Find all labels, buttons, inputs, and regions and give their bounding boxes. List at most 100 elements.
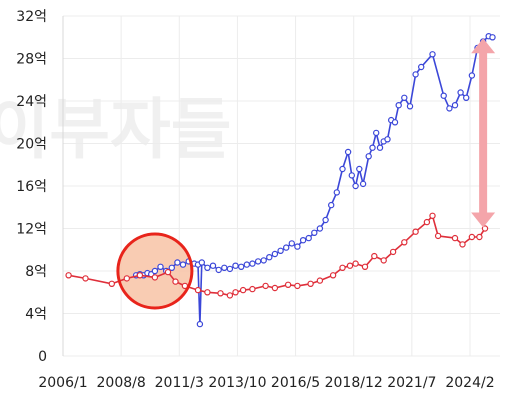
data-point [359,180,367,188]
data-point [82,275,89,282]
data-point [412,71,419,78]
data-point [204,289,211,296]
y-tick-label: 28억 [16,52,47,68]
data-point [217,290,224,297]
data-point [339,264,346,271]
data-point [151,267,159,275]
x-tick-label: 2011/3 [155,375,204,391]
y-tick-label: 20억 [16,137,47,153]
data-point [481,225,489,232]
x-tick-label: 2016/5 [271,375,320,391]
data-point [157,263,164,270]
data-point [348,172,355,179]
data-point [266,254,273,261]
data-point [346,262,354,269]
data-point [468,72,476,79]
data-point [239,286,247,294]
data-point [328,201,335,209]
data-point [204,264,211,271]
data-point [262,282,269,290]
data-point [380,257,387,264]
gap-arrow-head-bottom [471,212,496,228]
y-tick-label: 32억 [16,9,47,25]
data-point [305,234,312,242]
data-point [168,264,175,271]
series-line [68,215,486,297]
data-point [395,101,402,109]
data-point [294,243,301,250]
data-point [271,284,279,292]
data-point [333,189,340,196]
data-point [352,260,359,267]
data-point [164,268,172,276]
data-point [226,292,234,299]
data-point [344,148,352,156]
data-point [174,259,181,266]
data-point [371,252,378,260]
data-point [232,289,239,296]
data-point [365,153,372,160]
data-point [65,272,72,279]
data-point [440,92,447,99]
data-point [194,286,202,294]
data-point [406,103,414,110]
data-point [215,266,222,274]
x-tick-label: 2018/12 [325,375,383,391]
data-point [463,94,470,102]
data-point [172,278,179,285]
data-point [260,257,267,264]
data-point [237,263,245,270]
data-point [423,218,431,226]
data-point [339,165,346,173]
data-point [384,136,391,143]
annotation-front [116,38,496,310]
watermark: 이부자들 [0,91,231,168]
data-point [352,182,359,190]
y-tick-label: 24억 [16,94,47,110]
data-point [294,282,301,290]
data-point [311,229,318,236]
data-point [249,285,256,293]
data-point [459,241,466,248]
x-tick-label: 2006/1 [38,375,87,391]
data-point [391,119,399,126]
data-point [151,274,159,281]
data-point [243,261,250,268]
data-point [356,165,363,173]
data-point [389,248,397,256]
data-point [429,212,436,219]
grid [62,15,500,357]
x-axis: 2006/1 2008/8 2011/3 2013/10 2016/5 2018/12 20… [38,375,494,391]
data-point [376,144,384,151]
data-point [329,272,337,279]
data-point [401,239,408,246]
data-point [209,262,217,269]
y-tick-label: 0 [38,349,47,365]
series-2 [65,212,489,299]
data-point [412,228,419,235]
data-point [226,265,234,273]
data-point [451,234,459,242]
data-point [476,233,483,241]
gap-arrow-head-top [471,38,496,54]
data-point [123,275,131,282]
data-point [322,216,329,224]
data-point [179,261,187,268]
data-point [271,250,279,258]
data-point [468,233,476,241]
data-point [299,236,307,244]
data-point [288,240,295,247]
x-tick-label: 2024/2 [445,375,494,391]
data-point [307,280,314,287]
data-point [418,63,425,71]
data-point [489,34,496,41]
data-point [108,280,116,287]
data-point [136,272,144,279]
data-point [373,129,380,137]
data-point [434,232,442,240]
y-tick-label: 16억 [16,179,47,195]
data-point [446,105,453,112]
data-point [401,94,408,102]
data-point [316,277,324,284]
